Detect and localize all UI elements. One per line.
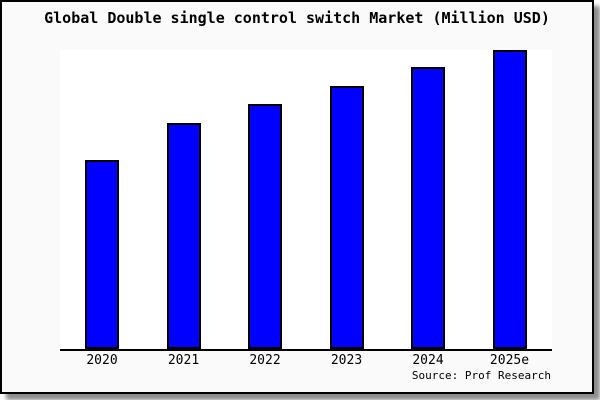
source-caption: Source: Prof Research bbox=[411, 369, 551, 382]
bar-2024 bbox=[411, 67, 445, 349]
chart-frame: Global Double single control switch Mark… bbox=[0, 0, 594, 394]
bar-2020 bbox=[85, 160, 119, 349]
chart-title: Global Double single control switch Mark… bbox=[44, 9, 550, 27]
x-tick-label-2022: 2022 bbox=[249, 353, 281, 368]
x-tick-label-2020: 2020 bbox=[86, 353, 118, 368]
x-tick-label-2021: 2021 bbox=[167, 353, 200, 368]
bar-2023 bbox=[329, 86, 364, 349]
x-tick-label-2025e: 2025e bbox=[489, 353, 530, 368]
plot-area bbox=[60, 50, 552, 351]
x-tick-label-2023: 2023 bbox=[330, 353, 363, 368]
x-tick-label-2024: 2024 bbox=[412, 353, 444, 368]
bar-2021 bbox=[166, 123, 201, 349]
bar-2025e bbox=[492, 50, 527, 349]
x-axis-labels: 2020 2021 2022 2023 2024 2025e bbox=[60, 354, 552, 370]
bar-2022 bbox=[248, 104, 282, 349]
